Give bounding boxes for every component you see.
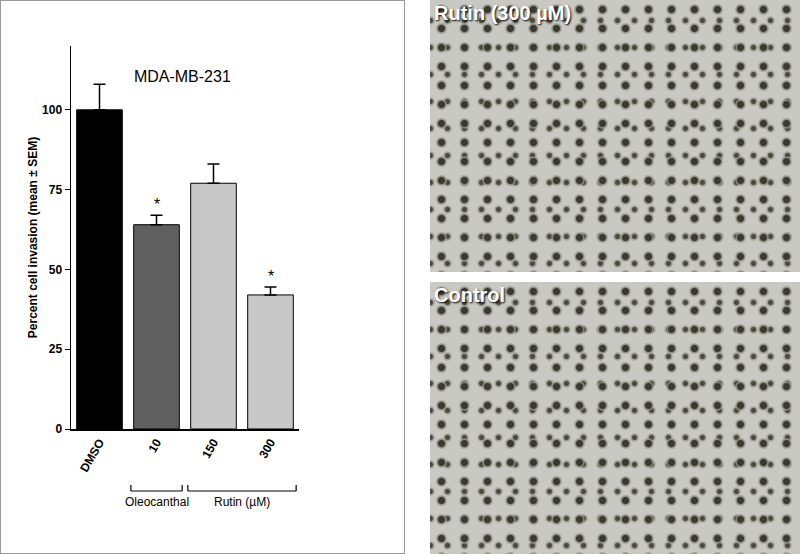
svg-text:Oleocanthal: Oleocanthal bbox=[125, 495, 189, 509]
svg-text:Rutin (µM): Rutin (µM) bbox=[214, 495, 270, 509]
svg-text:10: 10 bbox=[145, 436, 164, 455]
svg-text:150: 150 bbox=[199, 436, 221, 461]
svg-text:100: 100 bbox=[42, 103, 62, 117]
svg-text:MDA-MB-231: MDA-MB-231 bbox=[134, 68, 231, 85]
svg-text:DMSO: DMSO bbox=[77, 436, 107, 474]
svg-text:*: * bbox=[154, 196, 160, 213]
svg-text:25: 25 bbox=[49, 342, 63, 356]
svg-text:75: 75 bbox=[49, 183, 63, 197]
svg-text:300: 300 bbox=[256, 436, 278, 461]
html-text:Control: Control bbox=[434, 284, 506, 306]
svg-text:0: 0 bbox=[55, 422, 62, 436]
svg-text:50: 50 bbox=[49, 263, 63, 277]
html-text:Rutin (300 µM): Rutin (300 µM) bbox=[434, 2, 572, 24]
svg-text:*: * bbox=[268, 268, 274, 285]
svg-text:Percent cell invasion (mean ±: Percent cell invasion (mean ± SEM) bbox=[26, 137, 40, 338]
